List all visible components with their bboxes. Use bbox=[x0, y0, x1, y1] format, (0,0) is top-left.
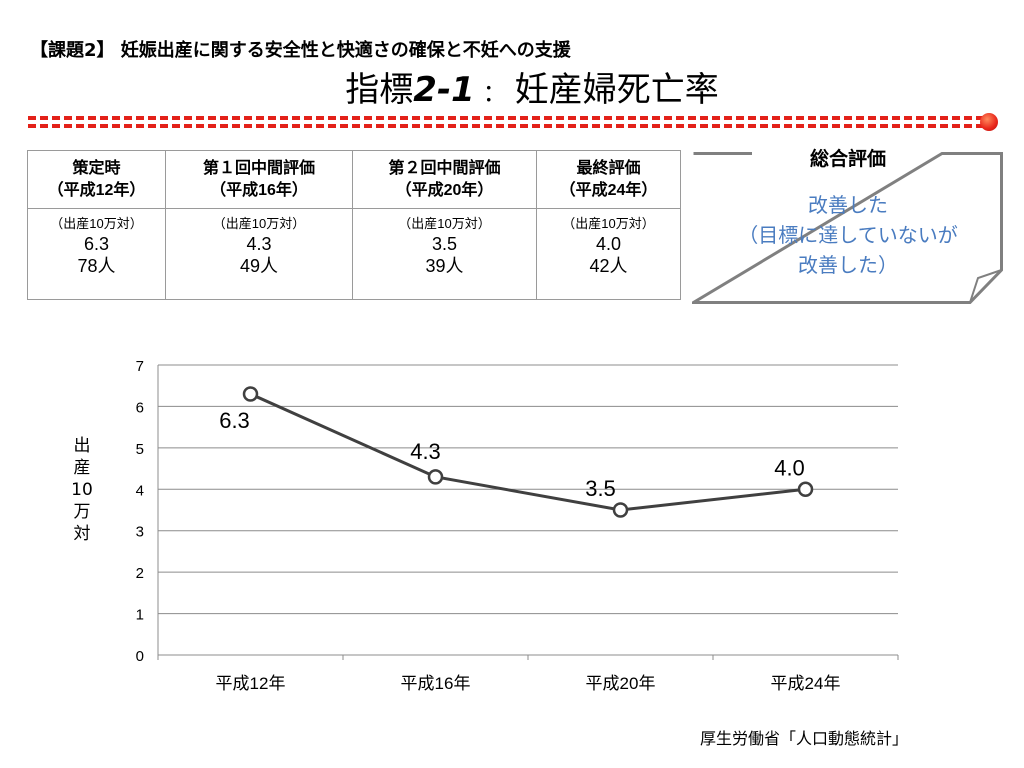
table-cell: （出産10万対） 4.0 42人 bbox=[536, 208, 681, 300]
cell-unit: （出産10万対） bbox=[212, 216, 306, 231]
cell-value: 6.3 bbox=[83, 234, 110, 254]
divider-line-bottom bbox=[28, 124, 984, 128]
evaluation-line: 改善した） bbox=[798, 253, 898, 277]
divider-line-top bbox=[28, 116, 984, 120]
table-cell: （出産10万対） 3.5 39人 bbox=[352, 208, 537, 300]
cell-count: 42人 bbox=[589, 256, 628, 276]
header-line1: 第１回中間評価 bbox=[202, 159, 315, 177]
data-point bbox=[612, 502, 629, 518]
table-header-cell: 第２回中間評価 （平成20年） bbox=[352, 150, 537, 209]
title-text: 妊産婦死亡率 bbox=[514, 70, 719, 110]
title-prefix: 指標 bbox=[345, 70, 414, 110]
cell-value: 4.0 bbox=[595, 234, 622, 254]
header-line1: 策定時 bbox=[72, 159, 121, 177]
y-tick-label: 7 bbox=[136, 358, 144, 375]
table-header-row: 策定時 （平成12年） 第１回中間評価 （平成16年） 第２回中間評価 （平成20年）… bbox=[27, 150, 681, 209]
title-separator: ： bbox=[482, 79, 507, 107]
page-title: 指標2-1：妊産婦死亡率 bbox=[0, 62, 1024, 111]
table-cell: （出産10万対） 4.3 49人 bbox=[165, 208, 353, 300]
table-row: （出産10万対） 6.3 78人 （出産10万対） 4.3 49人 （出産10万対） 3.… bbox=[27, 208, 681, 300]
series-line bbox=[249, 392, 806, 512]
y-tick-label: 1 bbox=[136, 607, 144, 624]
evaluation-line: 改善した bbox=[808, 193, 888, 217]
x-tick-label: 平成20年 bbox=[586, 674, 656, 693]
page-subtitle: 【課題2】 妊娠出産に関する安全性と快適さの確保と不妊への支援 bbox=[30, 40, 571, 61]
header-line2: （平成16年） bbox=[210, 181, 308, 199]
table-cell: （出産10万対） 6.3 78人 bbox=[27, 208, 166, 300]
cell-unit: （出産10万対） bbox=[562, 216, 655, 231]
evaluation-text: 改善した （目標に達していないが 改善した） bbox=[702, 190, 994, 280]
evaluation-box-frame bbox=[692, 152, 1003, 304]
x-tick-label: 平成12年 bbox=[216, 674, 286, 693]
x-tick-label: 平成24年 bbox=[771, 674, 841, 693]
mortality-line-chart: 0 1 2 3 4 5 6 7 平成12年 平成16年 平成20年 平成24年 6.3 4.3 3.5 4.0 bbox=[136, 358, 899, 693]
y-tick-label: 6 bbox=[136, 399, 144, 416]
cell-value: 3.5 bbox=[431, 234, 458, 254]
evaluation-line: （目標に達していないが bbox=[738, 223, 958, 247]
cell-value: 4.3 bbox=[246, 234, 272, 254]
cell-count: 39人 bbox=[425, 256, 464, 276]
data-label: 4.3 bbox=[410, 439, 441, 464]
overall-evaluation-box: 総合評価 改善した （目標に達していないが 改善した） bbox=[692, 148, 1004, 304]
header-line2: （平成12年） bbox=[47, 181, 146, 199]
header-divider bbox=[28, 113, 998, 132]
y-tick-label: 4 bbox=[136, 482, 144, 499]
divider-dot-icon bbox=[980, 113, 998, 131]
data-label: 4.0 bbox=[774, 455, 805, 480]
y-tick-label: 5 bbox=[136, 441, 144, 458]
cell-count: 78人 bbox=[77, 256, 116, 276]
table-header-cell: 策定時 （平成12年） bbox=[27, 150, 166, 209]
y-tick-label: 2 bbox=[136, 565, 144, 582]
header-line1: 最終評価 bbox=[576, 159, 641, 177]
cell-unit: （出産10万対） bbox=[50, 216, 143, 231]
data-point bbox=[427, 469, 444, 485]
y-tick-label: 3 bbox=[136, 524, 144, 541]
table-header-cell: 第１回中間評価 （平成16年） bbox=[165, 150, 353, 209]
cell-count: 49人 bbox=[239, 256, 279, 276]
header-line2: （平成20年） bbox=[395, 181, 494, 199]
evaluation-heading: 総合評価 bbox=[809, 148, 886, 170]
title-number: 2-1 bbox=[413, 70, 475, 110]
header-line2: （平成24年） bbox=[559, 181, 658, 199]
y-tick-label: 0 bbox=[136, 648, 144, 665]
data-label: 3.5 bbox=[585, 476, 616, 501]
source-note: 厚生労働省「人口動態統計」 bbox=[700, 729, 909, 748]
data-point bbox=[797, 481, 814, 498]
data-label: 6.3 bbox=[219, 408, 250, 433]
data-point bbox=[242, 386, 259, 402]
y-axis-label: 出産10万対 bbox=[71, 436, 93, 544]
table-header-cell: 最終評価 （平成24年） bbox=[536, 150, 681, 209]
x-tick-label: 平成16年 bbox=[401, 674, 471, 693]
cell-unit: （出産10万対） bbox=[398, 216, 491, 231]
header-line1: 第２回中間評価 bbox=[388, 159, 501, 177]
evaluation-table: 策定時 （平成12年） 第１回中間評価 （平成16年） 第２回中間評価 （平成20年）… bbox=[27, 150, 681, 300]
